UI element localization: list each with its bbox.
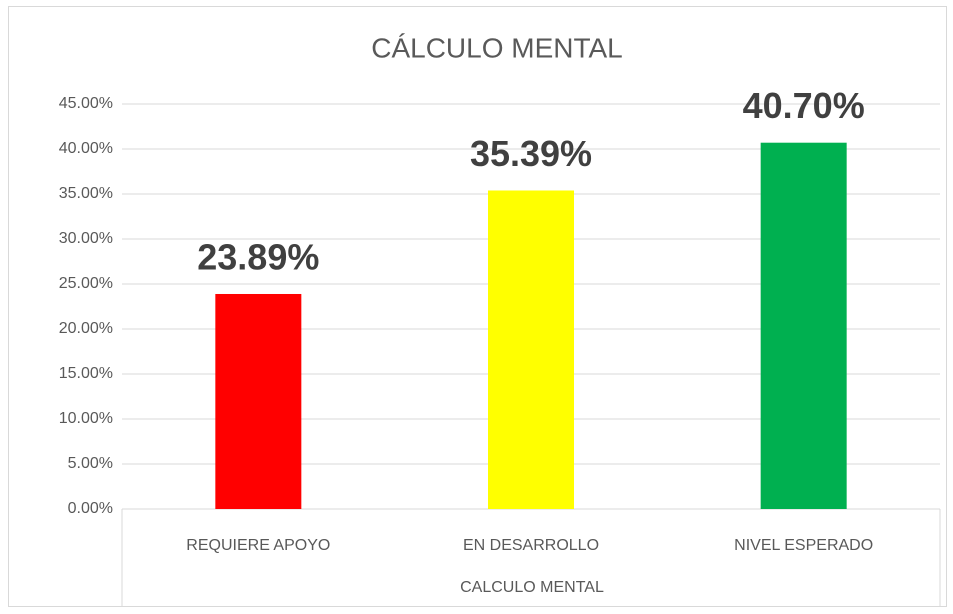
y-tick-label: 15.00% [59,365,113,382]
y-tick-label: 0.00% [68,500,113,517]
y-tick-label: 40.00% [59,140,113,157]
bar [760,142,847,509]
y-tick-label: 20.00% [59,320,113,337]
x-tick-label: NIVEL ESPERADO [734,537,873,554]
y-tick-label: 25.00% [59,275,113,292]
y-tick-label: 45.00% [59,95,113,112]
x-tick-label: REQUIERE APOYO [186,537,330,554]
x-tick-label: EN DESARROLLO [463,537,599,554]
y-tick-label: 30.00% [59,230,113,247]
y-tick-label: 35.00% [59,185,113,202]
y-tick-label: 10.00% [59,410,113,427]
data-label: 40.70% [743,85,865,126]
data-label: 35.39% [470,133,592,174]
chart-title: CÁLCULO MENTAL [371,32,623,63]
bar [215,293,302,509]
bar [488,190,574,510]
y-tick-label: 5.00% [68,455,113,472]
data-label: 23.89% [197,237,319,278]
x-axis-label: CALCULO MENTAL [460,579,604,596]
